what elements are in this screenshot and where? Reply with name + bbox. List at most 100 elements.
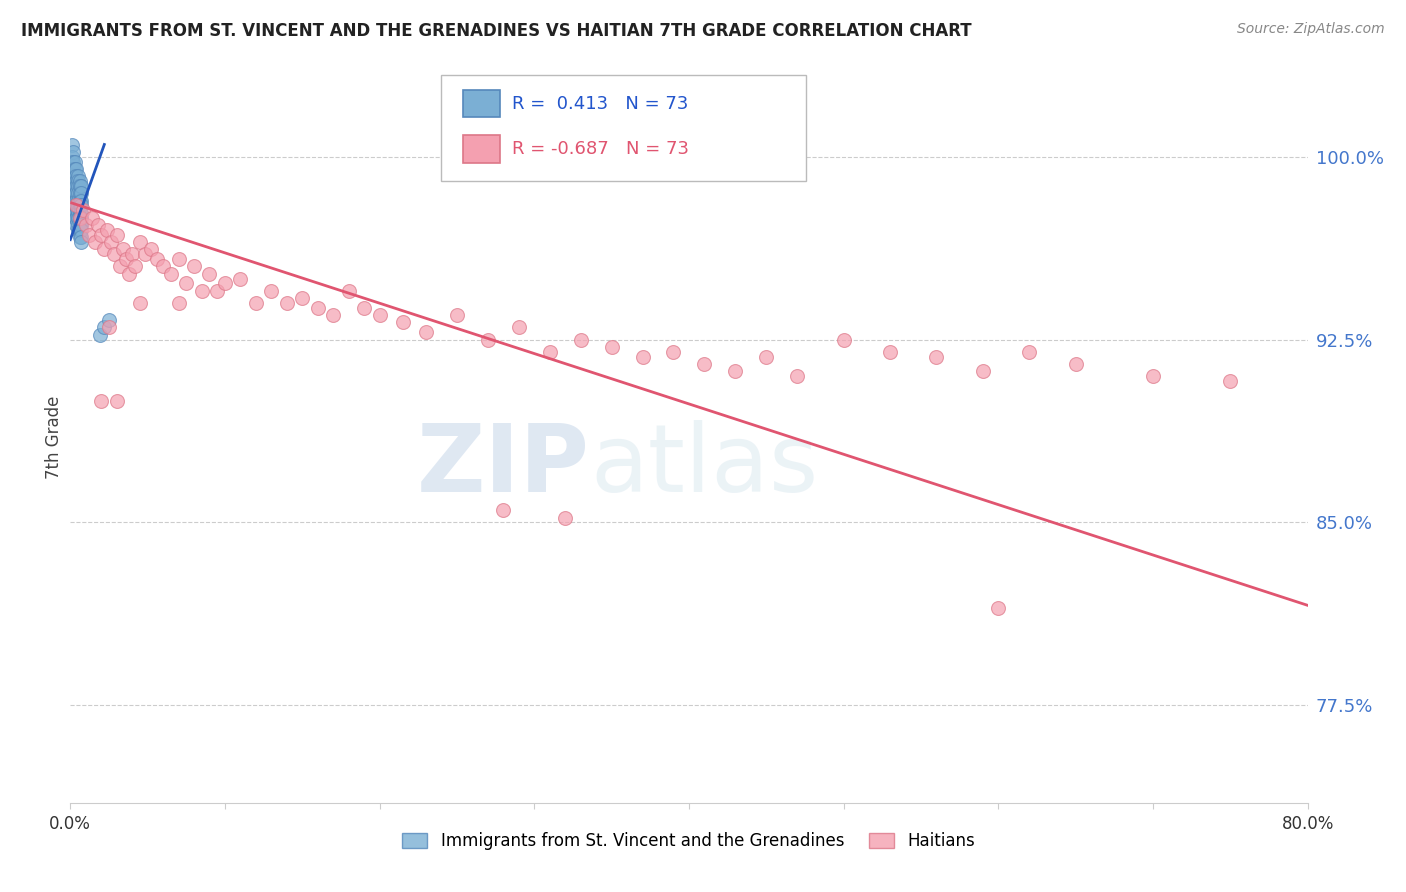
Point [368, 308, 391, 322]
Point [60, 174, 83, 188]
Point [307, 301, 329, 315]
Point [80, 211, 103, 225]
Point [62, 145, 84, 159]
Point [93, 320, 115, 334]
Point [60, 161, 83, 176]
Point [67, 218, 90, 232]
Point [65, 186, 87, 201]
Point [89, 327, 111, 342]
Point [67, 194, 90, 208]
Point [124, 260, 146, 274]
Point [65, 178, 87, 193]
Point [245, 296, 267, 310]
Point [69, 174, 91, 188]
Point [987, 600, 1010, 615]
Point [63, 169, 86, 184]
Point [972, 364, 994, 378]
Point [538, 344, 561, 359]
Point [146, 252, 169, 266]
Point [65, 198, 87, 212]
Point [60, 169, 83, 184]
Point [67, 186, 90, 201]
Point [786, 369, 808, 384]
Text: Source: ZipAtlas.com: Source: ZipAtlas.com [1237, 22, 1385, 37]
Point [60, 178, 83, 193]
Text: R =  0.413   N = 73: R = 0.413 N = 73 [512, 95, 689, 112]
Point [105, 227, 128, 242]
Point [62, 174, 84, 188]
Point [322, 308, 344, 322]
Point [167, 296, 190, 310]
Point [492, 503, 515, 517]
Point [65, 218, 87, 232]
Point [69, 178, 91, 193]
Point [229, 271, 252, 285]
Point [631, 350, 654, 364]
Point [65, 206, 87, 220]
Point [69, 206, 91, 220]
Point [62, 154, 84, 169]
Text: R = -0.687   N = 73: R = -0.687 N = 73 [512, 140, 689, 158]
Point [291, 291, 314, 305]
Point [70, 223, 93, 237]
Point [214, 277, 236, 291]
Point [96, 223, 118, 237]
Point [60, 150, 83, 164]
Point [60, 154, 83, 169]
Point [65, 198, 87, 212]
Point [62, 206, 84, 220]
Point [65, 194, 87, 208]
Point [60, 137, 83, 152]
Point [70, 198, 93, 212]
Point [121, 247, 143, 261]
Point [105, 393, 128, 408]
Point [111, 243, 134, 257]
Point [70, 230, 93, 244]
Point [129, 235, 152, 249]
Point [115, 252, 138, 266]
Point [70, 235, 93, 249]
Point [415, 325, 437, 339]
Point [569, 333, 592, 347]
Point [260, 284, 283, 298]
Point [98, 313, 120, 327]
Point [60, 198, 83, 212]
Point [90, 227, 112, 242]
Point [70, 218, 93, 232]
Point [93, 243, 115, 257]
Point [98, 320, 120, 334]
Point [70, 178, 93, 193]
Point [139, 243, 162, 257]
Point [879, 344, 901, 359]
Point [69, 198, 91, 212]
Point [600, 340, 623, 354]
Point [63, 174, 86, 188]
Point [337, 284, 360, 298]
Text: ZIP: ZIP [418, 420, 591, 512]
Point [62, 198, 84, 212]
Point [69, 211, 91, 225]
Point [477, 333, 499, 347]
Point [67, 169, 90, 184]
Point [1219, 374, 1241, 388]
Point [446, 308, 468, 322]
Point [134, 247, 156, 261]
FancyBboxPatch shape [463, 90, 499, 118]
Point [353, 301, 375, 315]
Point [191, 284, 214, 298]
FancyBboxPatch shape [441, 75, 807, 181]
Text: atlas: atlas [591, 420, 818, 512]
Point [724, 364, 747, 378]
Point [67, 223, 90, 237]
Point [67, 198, 90, 212]
Point [69, 218, 91, 232]
Point [65, 169, 87, 184]
Point [129, 296, 152, 310]
Point [63, 161, 86, 176]
Point [508, 320, 530, 334]
Point [72, 203, 94, 218]
Y-axis label: 7th Grade: 7th Grade [45, 395, 63, 479]
Point [1142, 369, 1164, 384]
Point [198, 267, 221, 281]
Point [662, 344, 685, 359]
